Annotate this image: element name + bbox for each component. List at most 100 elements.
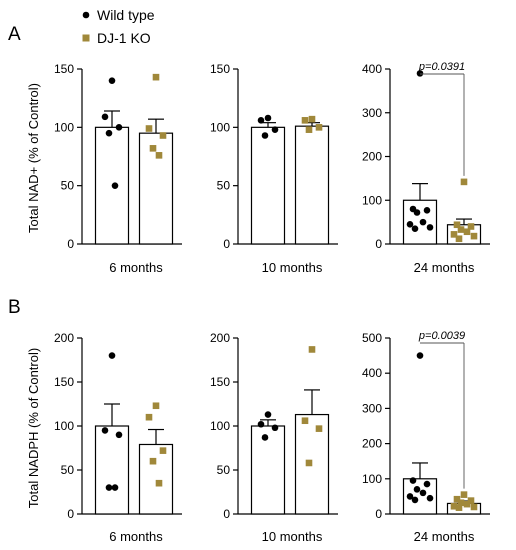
data-point-wild-type [105,129,113,137]
data-point-dj1-ko [305,459,313,467]
data-point-dj1-ko [315,124,323,131]
y-tick-label: 100 [210,120,230,134]
data-point-wild-type [264,114,272,122]
y-tick-label: 200 [362,437,382,451]
chart-panel-a-10-months: 0 50 100 150 10 months [210,62,338,275]
bar-dj1-ko [294,125,330,245]
y-tick-label: 100 [54,120,74,134]
data-point-wild-type [416,352,424,359]
data-point-wild-type [111,484,119,491]
y-tick-label: 0 [375,507,382,521]
y-tick-label: 100 [362,472,382,486]
y-tick-label: 100 [362,193,382,207]
data-point-wild-type [257,420,265,428]
data-point-dj1-ko [453,221,461,229]
data-point-dj1-ko [305,126,313,133]
y-tick-label: 0 [67,237,74,251]
data-point-dj1-ko [145,413,153,421]
data-point-wild-type [271,424,279,432]
x-axis-label: 10 months [262,529,323,544]
y-tick-label: 400 [362,366,382,380]
data-point-dj1-ko [450,231,458,238]
data-point-dj1-ko [301,417,309,425]
data-point-dj1-ko [159,132,167,139]
data-point-dj1-ko [455,504,463,511]
y-tick-label: 500 [362,331,382,345]
data-point-wild-type [409,477,417,484]
bar-wild-type [94,126,130,245]
y-tick-label: 0 [375,237,382,251]
x-axis-label: 24 months [414,260,475,275]
chart-panel-b-24-months: 0 100 200 300 400 500 24 months p=0.0039 [362,330,490,544]
data-point-wild-type [261,434,269,441]
bar-dj1-ko [138,443,174,515]
data-point-dj1-ko [460,491,468,498]
bar-wild-type [94,425,130,515]
data-point-dj1-ko [457,499,465,507]
data-point-dj1-ko [149,145,157,152]
data-point-dj1-ko [315,425,323,432]
p-value-label: p=0.0039 [418,330,465,342]
data-point-dj1-ko [308,346,316,353]
data-point-wild-type [257,117,265,124]
data-point-dj1-ko [460,178,468,186]
y-axis-label-nad: Total NAD+ (% of Control) [26,83,41,233]
y-tick-label: 50 [61,179,75,193]
data-point-dj1-ko [155,479,163,487]
data-point-wild-type [115,124,123,131]
data-point-dj1-ko [457,226,465,233]
y-tick-label: 0 [223,507,230,521]
panel-letter-b: B [8,297,21,318]
data-point-wild-type [101,427,109,434]
data-point-dj1-ko [308,115,316,123]
chart-panel-b-10-months: 0 50 100 150 200 10 months [210,331,338,544]
chart-panel-a-24-months: 0 100 200 300 400 24 months p=0.0391 [362,61,490,275]
data-point-dj1-ko [455,235,463,243]
y-tick-label: 0 [67,507,74,521]
data-point-wild-type [419,218,427,226]
data-point-wild-type [423,480,431,488]
y-tick-label: 300 [362,106,382,120]
data-point-wild-type [261,132,269,139]
data-point-dj1-ko [450,502,458,510]
data-point-wild-type [406,221,414,228]
y-axis-label-nadph: Total NADPH (% of Control) [26,348,41,508]
data-point-wild-type [411,225,419,232]
legend-circle-marker [82,11,90,19]
data-point-dj1-ko [453,495,461,503]
data-point-dj1-ko [463,500,471,508]
data-point-dj1-ko [467,497,475,504]
y-tick-label: 300 [362,401,382,415]
legend-square-marker [82,34,90,42]
y-tick-label: 50 [217,179,231,193]
data-point-dj1-ko [301,117,309,124]
chart-panel-b-6-months: 0 50 100 150 200 6 months [54,331,182,544]
data-point-wild-type [108,77,116,84]
data-point-dj1-ko [470,503,478,511]
bar-wild-type [250,126,286,245]
y-tick-label: 150 [54,375,74,389]
data-point-wild-type [423,207,431,214]
x-axis-label: 10 months [262,260,323,275]
y-tick-label: 150 [54,62,74,76]
data-point-dj1-ko [467,223,475,230]
x-axis-label: 6 months [109,529,163,544]
data-point-wild-type [416,70,424,77]
data-point-wild-type [271,126,279,133]
data-point-wild-type [115,431,123,439]
data-point-wild-type [264,411,272,418]
data-point-wild-type [108,352,116,359]
data-point-dj1-ko [463,228,471,236]
data-point-wild-type [101,113,109,121]
data-point-dj1-ko [145,125,153,132]
data-point-wild-type [411,496,419,504]
data-point-wild-type [105,484,113,491]
y-tick-label: 200 [210,331,230,345]
p-value-label: p=0.0391 [418,61,465,73]
legend-label-dj1-ko: DJ-1 KO [97,30,151,46]
data-point-wild-type [406,493,414,500]
panel-letter-a: A [8,24,21,45]
data-point-dj1-ko [470,232,478,240]
y-tick-label: 50 [61,463,75,477]
data-point-wild-type [426,224,434,231]
